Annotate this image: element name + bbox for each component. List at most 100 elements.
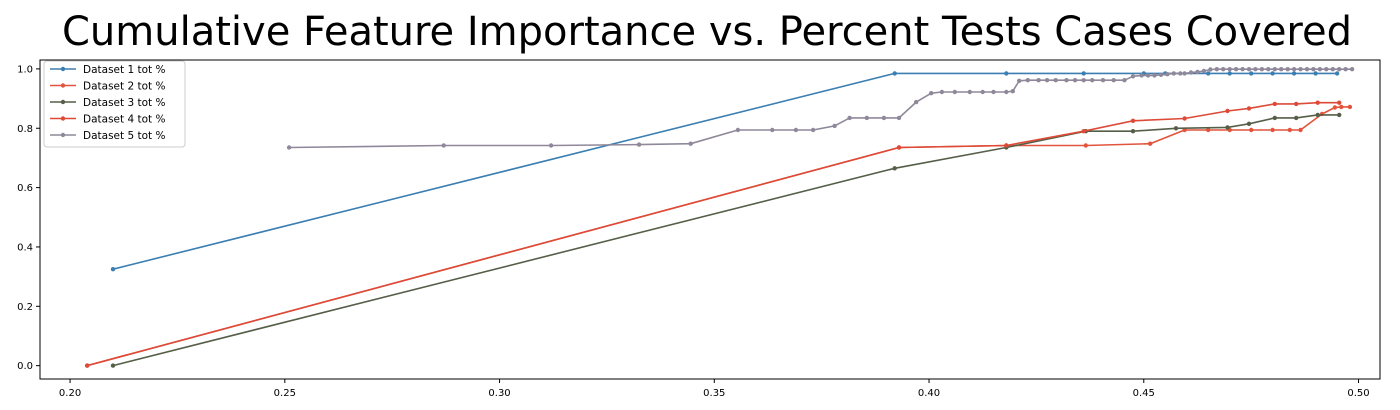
- series-2-point: [1287, 127, 1293, 133]
- series-5-point: [1324, 67, 1329, 72]
- series-group: [85, 67, 1355, 368]
- y-tick-label: 0.8: [17, 124, 33, 135]
- series-5-point: [1122, 78, 1127, 83]
- series-5-point: [1349, 67, 1355, 72]
- series-2-line: [86, 106, 1350, 367]
- y-tick-label: 0.0: [17, 361, 33, 372]
- legend-swatch-marker: [60, 66, 66, 72]
- series-4-point: [85, 363, 90, 368]
- y-tick-label: 0.4: [17, 242, 33, 253]
- series-1-point: [110, 267, 116, 272]
- series-5-point: [810, 127, 816, 133]
- series-2-point: [1083, 143, 1089, 148]
- series-1-point: [1206, 71, 1211, 76]
- series-2-point: [1249, 127, 1254, 133]
- y-tick-label: 0.2: [17, 302, 33, 313]
- legend-label: Dataset 1 tot %: [83, 64, 165, 76]
- series-5-point: [1291, 67, 1297, 72]
- axes: 0.20 0.25 0.30 0.35 0.40 0.45 0.50 0.0 0.2 0.4 0.6…: [17, 64, 1370, 399]
- legend-item: Dataset 4 tot %: [50, 113, 165, 125]
- series-4-point: [1246, 106, 1252, 111]
- series-4-point: [1315, 100, 1320, 105]
- series-5-point: [1266, 67, 1271, 72]
- series-5-point: [1090, 78, 1095, 83]
- series-5-point: [1004, 89, 1009, 95]
- series-4-point: [896, 145, 902, 150]
- series-5-point: [636, 142, 642, 147]
- series-5-point: [735, 127, 741, 133]
- x-tick-label: 0.25: [274, 388, 296, 399]
- series-4-point: [1225, 108, 1230, 114]
- legend-swatch-marker: [60, 99, 66, 105]
- series-1-line: [112, 72, 1338, 270]
- legend-item: Dataset 5 tot %: [50, 130, 165, 142]
- series-5-point: [1152, 73, 1157, 78]
- series-2-point: [1339, 104, 1344, 110]
- series-3-point: [1315, 112, 1320, 118]
- legend-label: Dataset 3 tot %: [83, 97, 165, 109]
- series-5-point: [1214, 67, 1220, 72]
- series-5-point: [1064, 78, 1069, 83]
- series-3-point: [892, 166, 897, 171]
- series-5-point: [1311, 67, 1316, 72]
- series-3-point: [1173, 126, 1179, 131]
- series-5-point: [1130, 74, 1136, 79]
- series-2: [85, 104, 1353, 368]
- legend: Dataset 1 tot % Dataset 2 tot % Dataset 3 …: [43, 60, 186, 148]
- chart-title: Cumulative Feature Importance vs. Percen…: [62, 9, 1352, 55]
- series-1-point: [1227, 71, 1232, 76]
- y-tick-label: 1.0: [17, 64, 33, 75]
- legend-box: [43, 60, 186, 148]
- series-5-point: [1010, 89, 1015, 94]
- series-1-point: [1270, 71, 1275, 76]
- series-1-point: [1291, 71, 1297, 76]
- series-3-point: [1130, 129, 1136, 134]
- plot-frame: [39, 59, 1381, 380]
- series-4-point: [1130, 118, 1136, 124]
- series-5-point: [688, 141, 693, 146]
- series-1-point: [1334, 71, 1340, 76]
- series-4: [85, 100, 1342, 368]
- series-5-point: [1081, 78, 1086, 83]
- x-tick-label: 0.20: [59, 388, 81, 399]
- series-5-point: [1178, 71, 1183, 76]
- series-5-point: [1246, 67, 1252, 72]
- series-2-point: [1206, 127, 1211, 133]
- series-4-point: [1294, 101, 1299, 107]
- series-4-point: [1004, 143, 1009, 148]
- series-5-point: [1330, 67, 1336, 72]
- series-5-point: [1044, 78, 1050, 83]
- series-5-point: [1233, 67, 1239, 72]
- legend-swatch-marker: [60, 83, 66, 88]
- series-4-point: [1182, 116, 1187, 121]
- series-5-point: [1279, 67, 1284, 72]
- series-5-point: [1158, 72, 1164, 78]
- series-5-point: [1171, 71, 1177, 76]
- series-1: [110, 71, 1340, 272]
- series-5-point: [1201, 68, 1207, 74]
- series-5-point: [967, 89, 972, 95]
- series-4-point: [1272, 101, 1278, 107]
- x-tick-label: 0.30: [488, 388, 510, 399]
- series-5-point: [286, 145, 292, 150]
- series-5-point: [952, 89, 957, 95]
- series-5-point: [1272, 67, 1278, 72]
- legend-label: Dataset 2 tot %: [83, 80, 165, 92]
- series-5-point: [1025, 78, 1031, 83]
- series-5-point: [1165, 72, 1170, 77]
- series-5-point: [1195, 69, 1200, 75]
- series-5-point: [1304, 67, 1310, 72]
- series-5-point: [1298, 67, 1303, 72]
- series-1-point: [1249, 71, 1254, 76]
- series-3-point: [1337, 112, 1342, 118]
- series-5-point: [929, 91, 934, 96]
- series-5-point: [864, 115, 869, 121]
- series-5-point: [914, 99, 919, 105]
- series-5-point: [896, 115, 902, 121]
- series-5-line: [289, 68, 1353, 149]
- series-5-point: [1253, 67, 1258, 72]
- series-5-point: [1188, 70, 1194, 75]
- series-5-point: [1036, 78, 1041, 83]
- series-5-point: [847, 115, 852, 121]
